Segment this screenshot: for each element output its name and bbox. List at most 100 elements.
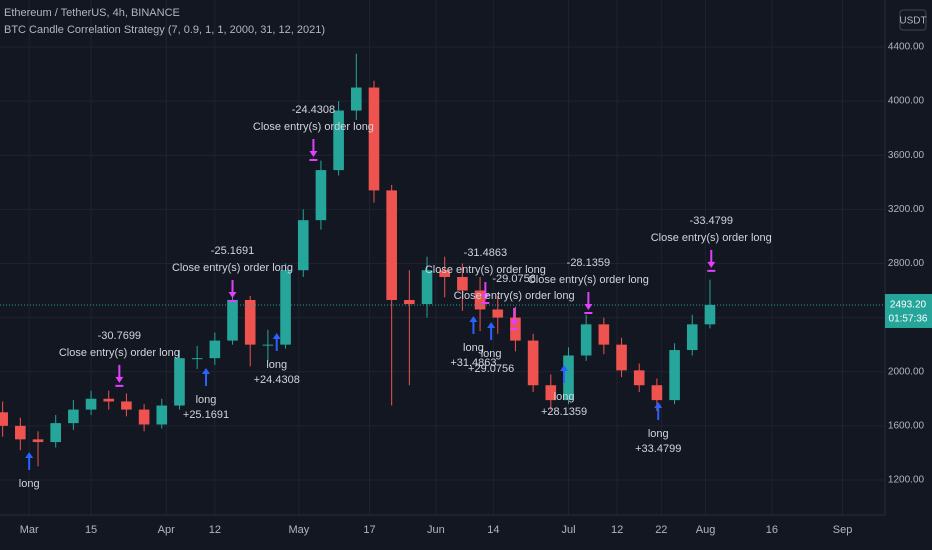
signal-label: -33.4799 [690,215,733,227]
signal-label: long [463,342,484,354]
last-price-tag [885,293,932,328]
grid [0,0,885,515]
signal-label: -28.1359 [567,257,610,269]
candle-body [580,324,592,356]
candle-body [421,270,433,305]
signal-label: Close entry(s) order long [425,264,546,276]
candle-body [32,439,44,443]
close-arrow [115,364,124,387]
x-tick-label: Jul [561,524,575,536]
candle-body [191,358,203,360]
last-price-label: 2493.20 [890,300,927,311]
x-tick-label: Jun [427,524,445,536]
close-arrow [309,138,318,161]
y-tick-label: 2800.00 [888,258,925,269]
x-tick-label: 14 [487,524,499,536]
signals: long -30.7699 Close entry(s) order long lon… [19,104,772,490]
close-arrow [481,281,490,304]
signal-label: long [554,391,575,403]
signal-label: Close entry(s) order long [172,262,293,274]
signal-label: -31.4863 [464,247,507,259]
x-tick-label: Sep [833,524,853,536]
signal-label: long [266,359,287,371]
candle-body [209,340,221,359]
signal-label: long [481,348,502,360]
y-tick-label: 3600.00 [888,150,925,161]
long-arrow [201,368,210,387]
strategy-title: BTC Candle Correlation Strategy (7, 0.9,… [4,24,325,36]
candle-body [297,220,309,271]
candle-body [368,87,380,191]
signal-label: +31.4863 [450,357,496,369]
signal-label: long [19,478,40,490]
candle-body [686,324,698,351]
signal-label: Close entry(s) order long [253,121,374,133]
candle-body [121,401,132,410]
y-tick-label: 1200.00 [888,475,925,486]
signal-label: -25.1691 [211,245,254,257]
x-tick-label: Apr [158,524,175,536]
countdown: 01:57:36 [889,314,928,325]
signal-label: -30.7699 [98,330,141,342]
candle-body [563,355,574,401]
candle-body [527,340,539,386]
signal-label: long [196,394,217,406]
currency[interactable]: USDT [899,16,926,27]
candle-body [439,270,451,277]
close-arrow [510,307,519,330]
close-arrow [228,279,237,302]
candle-body [598,324,610,345]
x-tick-label: 17 [363,524,375,536]
signal-label: +24.4308 [254,374,300,386]
candle-body [0,412,8,426]
price-axis [885,0,932,550]
signal-label: Close entry(s) order long [528,274,649,286]
candle-body [333,110,344,171]
candle-body [669,350,680,401]
signal-label: +25.1691 [183,409,229,421]
candle-body [616,344,627,371]
candle-body [15,425,26,440]
x-tick-label: Mar [20,524,39,536]
x-tick-label: Aug [696,524,716,536]
close-arrow [707,249,716,272]
y-tick-label: 4400.00 [888,42,925,53]
candle-body [651,385,663,401]
long-arrow [487,322,496,341]
candle-body [68,409,79,424]
y-tick-label: 3200.00 [888,204,925,215]
candle-body [350,87,362,111]
candle-body [262,344,274,346]
signal-label: Close entry(s) order long [59,347,180,359]
x-tick-label: 12 [209,524,221,536]
candle-body [50,423,62,443]
x-tick-label: 16 [766,524,778,536]
time-axis [0,515,885,550]
long-arrow [25,451,34,470]
candle-body [280,270,291,345]
x-tick-label: 12 [611,524,623,536]
long-arrow [654,402,663,421]
candle-body [545,385,557,401]
candle-body [457,276,468,291]
candle-body [156,405,168,425]
y-tick-label: 2000.00 [888,366,925,377]
long-arrow [272,333,281,352]
close-arrow [584,292,593,315]
candle-body [404,299,415,305]
candle-body [85,398,97,410]
signal-label: +33.4799 [635,443,681,455]
currency-button[interactable] [899,9,927,31]
long-arrow [469,315,478,334]
signal-label: Close entry(s) order long [651,232,772,244]
x-tick-label: 22 [655,524,667,536]
y-tick-label: 1600.00 [888,420,925,431]
x-tick-label: 15 [85,524,97,536]
candle-body [103,398,115,402]
signal-label: +28.1359 [541,406,587,418]
candle-body [704,304,716,325]
